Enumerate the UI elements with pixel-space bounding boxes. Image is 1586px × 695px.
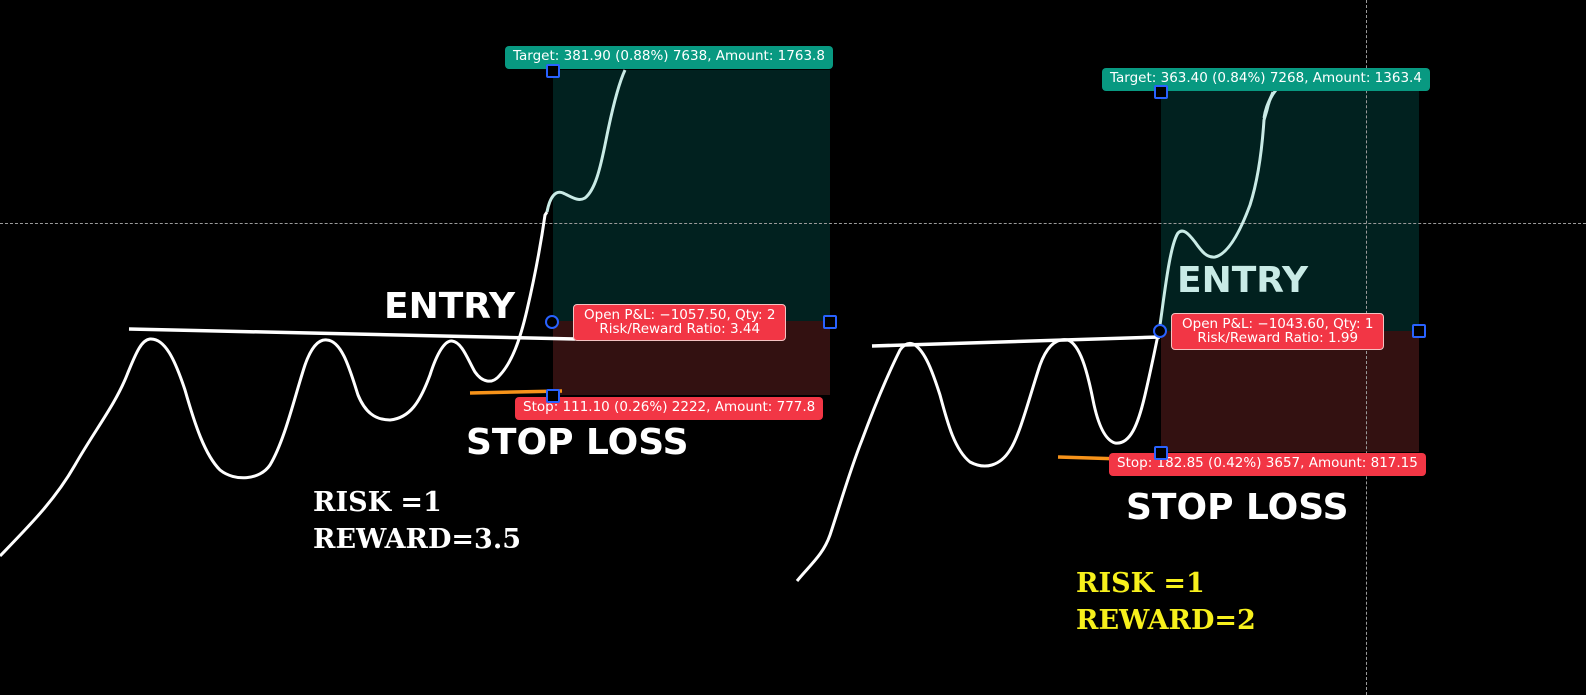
reward-annotation-1[interactable]: REWARD=3.5	[313, 524, 522, 555]
risk-annotation-2[interactable]: RISK =1	[1076, 568, 1205, 599]
position-1-entry-handle[interactable]	[545, 315, 559, 329]
position-2-width-handle[interactable]	[1412, 324, 1426, 338]
price-path-2-profit	[1158, 89, 1278, 326]
stop-loss-annotation-1[interactable]: STOP LOSS	[466, 422, 689, 463]
position-1-width-handle[interactable]	[823, 315, 837, 329]
entry-trendline-2[interactable]	[871, 335, 1161, 348]
position-2-stop-handle[interactable]	[1154, 446, 1168, 460]
position-1-profit-zone[interactable]	[553, 70, 830, 321]
position-2-open-pnl: Open P&L: −1043.60, Qty: 1	[1182, 316, 1374, 332]
risk-annotation-1[interactable]: RISK =1	[313, 487, 442, 518]
price-path-1	[0, 211, 549, 558]
position-2-entry-handle[interactable]	[1153, 324, 1167, 338]
position-2-rr-ratio: Risk/Reward Ratio: 1.99	[1197, 330, 1359, 346]
price-path-1-profit	[545, 69, 627, 213]
position-1-rr-ratio: Risk/Reward Ratio: 3.44	[599, 321, 761, 337]
position-2-target-handle[interactable]	[1154, 85, 1168, 99]
position-1-open-pnl: Open P&L: −1057.50, Qty: 2	[584, 307, 776, 323]
entry-annotation-1[interactable]: ENTRY	[384, 286, 516, 327]
position-1-pnl-label[interactable]: Open P&L: −1057.50, Qty: 2 Risk/Reward R…	[573, 304, 787, 341]
stop-loss-annotation-2[interactable]: STOP LOSS	[1126, 487, 1349, 528]
entry-trendline-1[interactable]	[128, 327, 576, 341]
reward-annotation-2[interactable]: REWARD=2	[1076, 605, 1256, 636]
position-2-profit-zone[interactable]	[1161, 91, 1419, 331]
position-2-pnl-label[interactable]: Open P&L: −1043.60, Qty: 1 Risk/Reward R…	[1171, 313, 1385, 350]
position-1-stop-handle[interactable]	[546, 389, 560, 403]
position-1-stop-label[interactable]: Stop: 111.10 (0.26%) 2222, Amount: 777.8	[515, 397, 824, 420]
position-2-stop-label[interactable]: Stop: 182.85 (0.42%) 3657, Amount: 817.1…	[1109, 453, 1426, 476]
price-path-2	[795, 324, 1162, 582]
position-1-target-handle[interactable]	[546, 64, 560, 78]
entry-annotation-2[interactable]: ENTRY	[1177, 260, 1309, 301]
position-2-loss-zone[interactable]	[1161, 331, 1419, 452]
crosshair-horizontal-line	[0, 223, 1586, 224]
position-1-target-label[interactable]: Target: 381.90 (0.88%) 7638, Amount: 176…	[505, 46, 833, 69]
position-2-target-label[interactable]: Target: 363.40 (0.84%) 7268, Amount: 136…	[1102, 68, 1430, 91]
